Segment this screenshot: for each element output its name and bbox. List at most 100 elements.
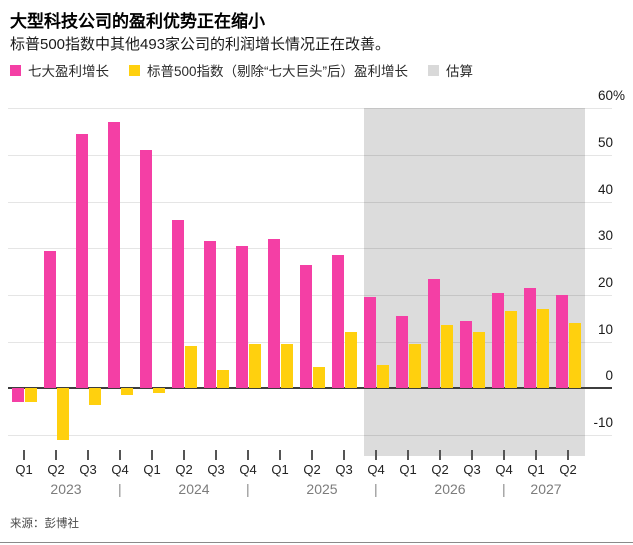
y-axis-label: 10 [597, 321, 613, 337]
mag7-bar [492, 292, 504, 389]
mag7-bar [428, 278, 440, 389]
axis-tick [119, 450, 121, 460]
sp493-bar [56, 388, 69, 440]
estimate-region [364, 108, 585, 456]
axis-tick [247, 450, 249, 460]
mag7-bar [76, 133, 88, 389]
quarter-label: Q2 [559, 462, 577, 477]
year-label: 2024 [178, 481, 210, 497]
sp493-bar [280, 343, 293, 389]
year-label: 2023 [50, 481, 82, 497]
quarter-label: Q4 [495, 462, 513, 477]
year-label: 2027 [530, 481, 562, 497]
sp493-bar [88, 388, 101, 405]
sp493-bar [216, 369, 229, 389]
mag7-bar [236, 245, 248, 389]
quarter-label: Q4 [239, 462, 257, 477]
sp493-bar [184, 346, 197, 389]
mag7-swatch-icon [10, 64, 21, 76]
gridline [8, 434, 612, 436]
y-axis-label: -10 [593, 414, 613, 430]
y-axis-label: 20 [597, 274, 613, 290]
quarter-label: Q2 [47, 462, 65, 477]
mag7-bar [44, 250, 56, 389]
quarter-label: Q4 [367, 462, 385, 477]
quarter-label: Q3 [335, 462, 353, 477]
sp493-bar [248, 343, 261, 389]
gridline [8, 201, 612, 203]
gridline [8, 108, 612, 110]
quarter-label: Q3 [79, 462, 97, 477]
estimate-swatch-icon [428, 64, 440, 76]
bottom-divider [0, 542, 633, 543]
quarter-label: Q2 [175, 462, 193, 477]
axis-tick [375, 450, 377, 460]
mag7-bar [108, 122, 120, 389]
sp493-swatch-icon [129, 64, 140, 76]
chart-legend: 七大盈利增长 标普500指数（剔除“七大巨头”后）盈利增长 估算 [10, 60, 473, 80]
mag7-bar [460, 320, 472, 389]
sp493-bar [344, 332, 357, 389]
axis-tick [407, 450, 409, 460]
axis-tick [183, 450, 185, 460]
axis-tick [311, 450, 313, 460]
quarter-label: Q1 [15, 462, 33, 477]
mag7-bar [204, 241, 216, 389]
year-separator: | [246, 481, 250, 497]
sp493-bar [504, 311, 517, 389]
mag7-bar [268, 238, 280, 389]
axis-tick [151, 450, 153, 460]
mag7-bar [172, 220, 184, 389]
axis-tick [567, 450, 569, 460]
sp493-bar [24, 388, 37, 403]
sp493-bar [120, 388, 133, 396]
mag7-bar [396, 315, 408, 389]
quarter-label: Q1 [271, 462, 289, 477]
axis-tick [279, 450, 281, 460]
y-axis-label: 40 [597, 181, 613, 197]
sp493-bar [312, 367, 325, 389]
year-label: 2026 [434, 481, 466, 497]
year-separator: | [374, 481, 378, 497]
sp493-bar [152, 388, 165, 393]
year-label: 2025 [306, 481, 338, 497]
axis-tick [439, 450, 441, 460]
quarter-label: Q3 [207, 462, 225, 477]
page-title: 大型科技公司的盈利优势正在缩小 [10, 12, 265, 31]
year-separator: | [118, 481, 122, 497]
axis-tick [55, 450, 57, 460]
sp493-bar [440, 325, 453, 389]
axis-tick [535, 450, 537, 460]
sp493-bar [408, 343, 421, 389]
y-axis-label: 30 [597, 228, 613, 244]
axis-tick [87, 450, 89, 460]
legend-item-mag7: 七大盈利增长 [10, 60, 109, 80]
axis-tick [23, 450, 25, 460]
quarter-label: Q2 [431, 462, 449, 477]
quarter-label: Q1 [399, 462, 417, 477]
legend-label: 七大盈利增长 [28, 64, 109, 79]
sp493-bar [472, 332, 485, 389]
gridline [8, 154, 612, 156]
y-axis-label: 60% [597, 88, 625, 104]
mag7-bar [556, 294, 568, 389]
sp493-bar [568, 322, 581, 389]
quarter-label: Q2 [303, 462, 321, 477]
quarter-label: Q1 [143, 462, 161, 477]
mag7-bar [140, 150, 152, 389]
mag7-bar [300, 264, 312, 389]
zero-line [8, 387, 612, 390]
quarter-label: Q1 [527, 462, 545, 477]
legend-item-estimate: 估算 [428, 60, 473, 80]
y-axis-label: 50 [597, 134, 613, 150]
source-note: 来源：彭博社 [10, 518, 79, 530]
legend-item-sp493: 标普500指数（剔除“七大巨头”后）盈利增长 [129, 60, 408, 80]
mag7-bar [364, 297, 376, 389]
axis-tick [471, 450, 473, 460]
legend-label: 估算 [446, 64, 474, 79]
axis-tick [343, 450, 345, 460]
quarter-label: Q3 [463, 462, 481, 477]
sp493-bar [536, 308, 549, 389]
